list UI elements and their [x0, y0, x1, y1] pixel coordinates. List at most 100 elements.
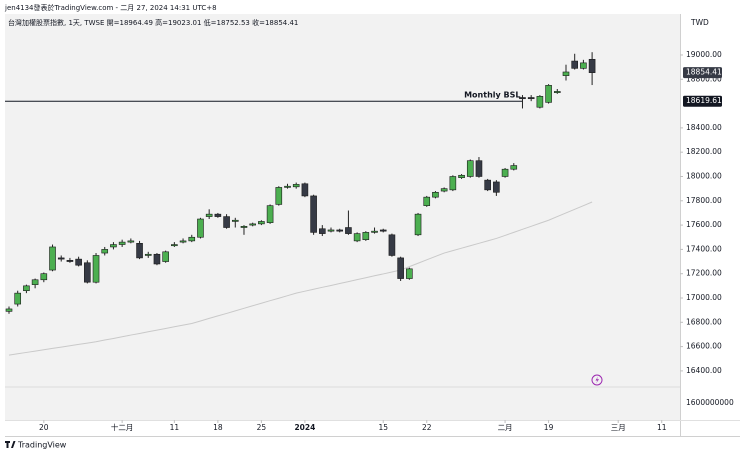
candle [23, 284, 30, 294]
candle-body [475, 160, 483, 177]
lightning-icon[interactable] [591, 374, 603, 386]
brand: TradingView [5, 441, 67, 450]
y-tick-label: 16600.00 [686, 342, 722, 351]
moving-average [8, 201, 593, 356]
candle-body [371, 230, 378, 233]
candle-body [188, 236, 196, 242]
candle-body [40, 273, 48, 281]
candle-body [501, 168, 509, 177]
x-tick-label: 15 [378, 423, 388, 432]
candle [179, 238, 187, 244]
x-tick-label: 2024 [294, 423, 315, 432]
candle-body [458, 174, 465, 179]
candle-body [423, 196, 431, 206]
x-tick-label: 20 [39, 423, 49, 432]
candle-body [406, 268, 413, 279]
candle [423, 195, 431, 207]
y-tick-label: 16800.00 [686, 317, 722, 326]
candle [319, 225, 326, 237]
candle [493, 180, 500, 196]
candle [440, 187, 448, 193]
candle-body [75, 258, 82, 266]
candle-body [66, 260, 74, 262]
x-tick-label: 三月 [611, 423, 626, 432]
candle [258, 220, 265, 226]
candle-body [57, 257, 65, 260]
candle-body [362, 232, 370, 240]
candle [171, 242, 178, 247]
last-price-label: 18854.41 [686, 68, 722, 77]
y-tick-label: 17800.00 [686, 196, 722, 205]
y-tick-label: 18000.00 [686, 171, 722, 180]
candle-body [336, 229, 344, 232]
level-price-label: 18619.61 [686, 96, 722, 105]
candle-body [127, 240, 135, 243]
candle-body [519, 97, 526, 100]
candle-body [449, 176, 457, 191]
candle [66, 257, 74, 263]
candle-body [432, 191, 439, 198]
volume-tick-label: 1600000000 [686, 398, 734, 407]
candle-body [440, 188, 448, 192]
y-tick-label: 18200.00 [686, 147, 722, 156]
y-tick-label: 17200.00 [686, 269, 722, 278]
candle [519, 95, 526, 109]
candle [92, 253, 100, 284]
candle [562, 64, 570, 81]
x-tick-label: 19 [544, 423, 554, 432]
candle [345, 210, 352, 235]
candle [249, 222, 256, 227]
y-tick-label: 16400.00 [686, 366, 722, 375]
candle-body [231, 219, 239, 222]
candle-body [510, 165, 518, 170]
candle [588, 52, 596, 86]
candle-body [319, 228, 326, 234]
candle [205, 209, 213, 220]
candle-body [388, 234, 396, 256]
candle [458, 174, 465, 179]
candle-body [588, 58, 596, 73]
candle [449, 175, 457, 192]
candle-body [249, 223, 256, 226]
candle-body [553, 91, 561, 93]
candle-body [84, 262, 91, 283]
publisher-line: jen4134發表於TradingView.com - 二月 27, 2024 … [4, 3, 217, 12]
candle [14, 290, 22, 307]
candle [527, 95, 535, 102]
candle-body [580, 62, 587, 69]
candle-body [562, 71, 570, 76]
candle-body [345, 227, 352, 234]
candle-body [92, 255, 100, 283]
x-tick-label: 18 [213, 423, 223, 432]
candle-body [571, 60, 578, 69]
candle [432, 191, 439, 199]
candle-body [484, 179, 491, 191]
candle [223, 214, 230, 229]
candle [536, 95, 544, 109]
candle-body [136, 243, 143, 259]
last-price-box [683, 67, 722, 79]
candle [475, 157, 483, 178]
candle-body [5, 308, 13, 312]
candle [545, 84, 552, 104]
candle-body [493, 181, 500, 193]
candle-body [414, 213, 422, 236]
candle-body [275, 187, 283, 205]
candle-body [205, 213, 213, 217]
candle [231, 217, 239, 228]
candle [580, 59, 587, 70]
candle [501, 167, 509, 178]
candle [301, 182, 309, 198]
candle [284, 183, 291, 189]
candle [162, 250, 169, 263]
candle [136, 240, 143, 260]
candle [379, 228, 387, 233]
candle [49, 244, 56, 272]
candle [310, 194, 317, 235]
candle [197, 217, 204, 239]
y-tick-label: 18400.00 [686, 123, 722, 132]
candle-body [397, 257, 404, 279]
candle [57, 255, 65, 262]
candle-body [49, 246, 56, 271]
symbol-line: 台灣加權股票指數, 1天, TWSE 開=18964.49 高=19023.01… [8, 18, 298, 27]
